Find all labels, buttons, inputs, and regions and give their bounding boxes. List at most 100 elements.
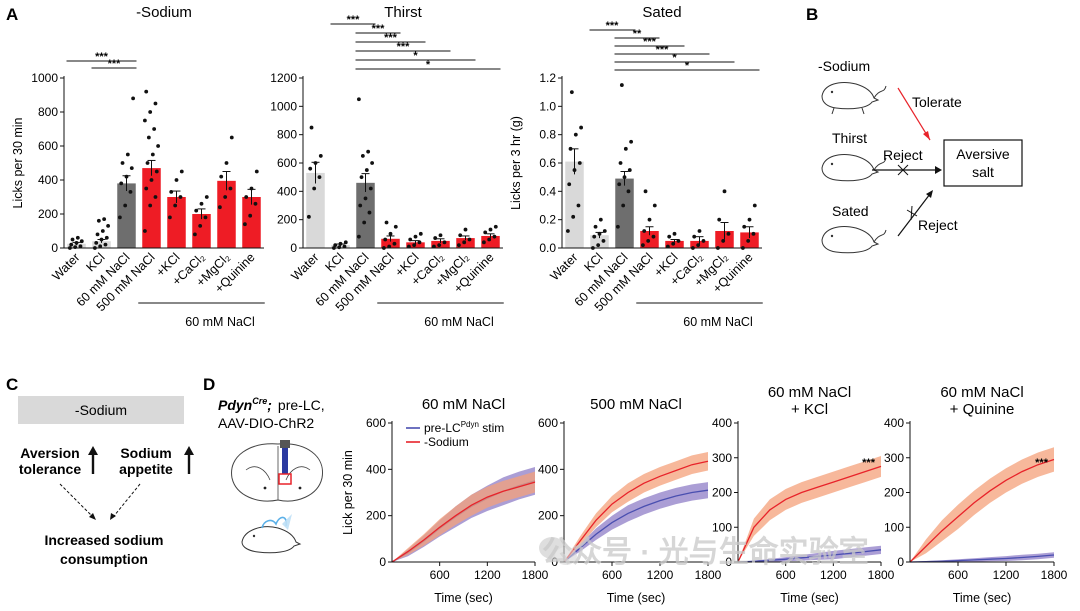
data-point xyxy=(367,210,372,215)
series-line xyxy=(737,549,882,563)
data-point xyxy=(383,237,388,242)
significance-label: *** xyxy=(1035,457,1049,469)
data-point xyxy=(487,237,492,242)
data-point xyxy=(244,195,249,199)
x-tick-label: 600 xyxy=(948,568,968,582)
data-point xyxy=(104,235,109,240)
bar xyxy=(565,161,584,248)
x-tick-label: 600 xyxy=(776,568,796,582)
data-point xyxy=(408,237,413,242)
y-tick-label: 600 xyxy=(366,416,386,430)
y-tick-label: 200 xyxy=(884,486,904,500)
y-tick-label: 0.8 xyxy=(539,128,556,142)
x-tick-label: 1800 xyxy=(522,568,549,582)
data-point xyxy=(123,203,128,208)
data-point xyxy=(359,175,364,180)
data-point xyxy=(125,152,130,157)
series-line xyxy=(737,465,882,563)
d-line1: PdynCre; pre-LC, xyxy=(218,396,325,413)
bar xyxy=(356,182,375,248)
data-point xyxy=(598,217,603,222)
b-box-line2: salt xyxy=(972,164,994,180)
data-point xyxy=(568,146,573,151)
data-point xyxy=(481,240,486,245)
data-point xyxy=(204,195,209,199)
significance-label: *** xyxy=(347,14,361,26)
data-point xyxy=(601,239,606,243)
y-axis-label: Lick per 30 min xyxy=(341,450,355,535)
data-point xyxy=(752,203,757,208)
b-box-line1: Aversive xyxy=(956,146,1010,162)
y-tick-label: 200 xyxy=(538,509,558,523)
data-point xyxy=(652,203,657,208)
x-tick-label: 600 xyxy=(602,568,622,582)
bar xyxy=(481,235,500,248)
data-point xyxy=(462,240,467,245)
category-label: Water xyxy=(547,250,580,283)
data-point xyxy=(95,232,100,237)
data-point xyxy=(100,229,105,233)
error-band xyxy=(738,545,881,562)
data-point xyxy=(248,213,253,218)
data-point xyxy=(179,169,184,174)
data-point xyxy=(483,230,488,235)
chart-title: Thirst xyxy=(384,4,422,21)
data-point xyxy=(467,237,472,242)
group-label: 60 mM NaCl xyxy=(424,315,493,329)
data-point xyxy=(148,110,153,114)
aversive-salt-box xyxy=(943,139,1023,187)
data-point xyxy=(119,181,124,186)
y-axis-label: Licks per 30 min xyxy=(11,117,25,208)
data-point xyxy=(640,243,645,248)
data-point xyxy=(145,161,150,165)
mouse-icon-sodium xyxy=(821,82,887,115)
bar xyxy=(381,238,400,248)
data-point xyxy=(617,182,622,187)
data-point xyxy=(622,175,627,180)
y-tick-label: 100 xyxy=(712,520,732,534)
data-point xyxy=(102,217,107,222)
mouse-laser-icon xyxy=(241,514,302,554)
data-point xyxy=(173,203,178,208)
y-tick-label: 200 xyxy=(712,486,732,500)
data-point xyxy=(198,224,203,228)
data-point xyxy=(392,241,397,246)
c-left-line1: Aversion xyxy=(20,445,79,461)
series-line xyxy=(563,489,709,563)
y-tick-label: 600 xyxy=(538,416,558,430)
data-point xyxy=(366,149,371,154)
data-point xyxy=(79,239,84,244)
legend-superscript: Pdyn xyxy=(461,420,479,429)
data-point xyxy=(306,214,311,219)
data-point xyxy=(726,231,731,236)
y-tick-label: 0 xyxy=(897,555,904,569)
y-tick-label: 0.0 xyxy=(539,241,556,255)
y-tick-label: 1000 xyxy=(270,99,297,113)
data-point xyxy=(75,235,80,240)
data-point xyxy=(153,195,158,199)
c-dashed-arrow-right xyxy=(113,483,141,517)
data-point xyxy=(602,229,607,233)
data-point xyxy=(667,234,672,239)
error-band xyxy=(738,456,881,562)
data-point xyxy=(619,83,624,87)
chart-title: 500 mM NaCl xyxy=(590,396,682,413)
x-tick-label: 600 xyxy=(430,568,450,582)
data-point xyxy=(338,241,343,246)
chart-title: + Quinine xyxy=(950,401,1015,418)
data-point xyxy=(69,242,74,247)
data-point xyxy=(647,217,652,222)
group-label: 60 mM NaCl xyxy=(683,315,752,329)
chart-sodium: -Sodium 0 200 400 600 800 1000 Licks per 30 min… xyxy=(11,4,265,329)
data-point xyxy=(565,229,570,233)
data-point xyxy=(360,154,365,158)
y-tick-label: 1.2 xyxy=(539,71,556,85)
data-point xyxy=(722,189,727,194)
data-point xyxy=(418,231,423,236)
data-point xyxy=(368,186,373,191)
bar xyxy=(192,214,211,248)
y-axis-label: Licks per 3 hr (g) xyxy=(509,116,523,210)
data-point xyxy=(154,169,159,174)
data-point xyxy=(142,229,147,233)
data-point xyxy=(676,239,681,243)
